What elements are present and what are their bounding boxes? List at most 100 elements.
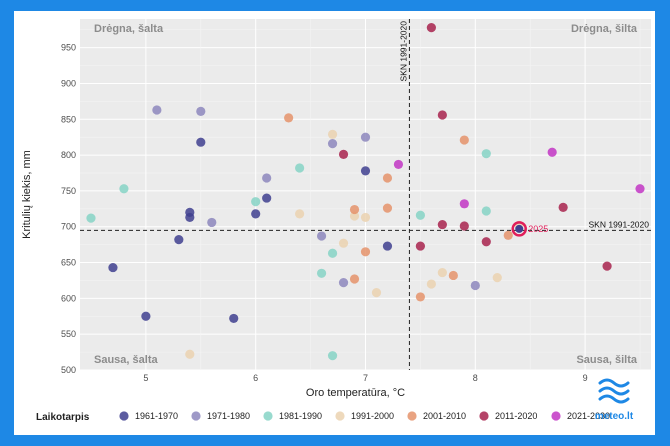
tick-labels: 500 550 600 650 700 750 800 850 900 950 5 6 7 8 9 <box>61 43 588 383</box>
data-point <box>426 279 436 289</box>
data-point <box>360 132 371 142</box>
legend-swatch <box>479 411 489 421</box>
data-point <box>185 349 195 359</box>
y-tick-label: 800 <box>61 150 76 160</box>
vertical-reference-label: SKN 1991-2020 <box>398 21 408 82</box>
grid-lines <box>80 19 651 371</box>
quadrant-label-bottom-right: Sausa, šilta <box>576 354 637 366</box>
data-point <box>338 149 349 159</box>
logo-wave-icon <box>598 394 630 404</box>
data-point <box>382 241 393 251</box>
data-point <box>448 270 458 281</box>
data-point <box>316 231 327 241</box>
data-point <box>415 210 426 220</box>
data-point <box>426 22 436 33</box>
data-point <box>327 139 338 149</box>
legend-entry: 1961-1970 <box>135 411 178 421</box>
meteo-logo: meteo.lt <box>595 378 634 422</box>
x-tick-label: 6 <box>253 373 258 383</box>
logo-wave-icon <box>598 386 630 396</box>
quadrant-labels: Drėgna, šalta Drėgna, šilta Sausa, šalta Sa… <box>94 23 638 366</box>
data-point <box>437 110 447 120</box>
quadrant-label-top-right: Drėgna, šilta <box>571 23 638 35</box>
data-point <box>108 262 118 273</box>
legend-swatch <box>407 411 417 421</box>
data-point <box>470 280 480 291</box>
data-point <box>152 105 162 115</box>
data-point <box>481 206 491 216</box>
highlight-ring <box>511 221 527 237</box>
data-point <box>635 184 645 194</box>
axis-titles: Oro temperatūra, °C Kritulių kiekis, mm <box>21 150 405 399</box>
data-point <box>349 204 360 215</box>
data-point <box>547 147 557 157</box>
legend-entry: 1971-1980 <box>207 411 250 421</box>
legend-swatch <box>551 411 561 421</box>
data-point <box>459 221 469 231</box>
highlight-label: 2025 <box>528 224 548 234</box>
data-point <box>207 217 217 228</box>
data-point <box>437 219 447 230</box>
x-tick-label: 5 <box>143 373 148 383</box>
y-tick-label: 700 <box>61 222 76 232</box>
y-tick-label: 850 <box>61 114 76 124</box>
x-tick-label: 9 <box>583 373 588 383</box>
x-tick-label: 8 <box>473 373 478 383</box>
data-point <box>86 213 96 223</box>
highlight-point <box>515 224 524 233</box>
data-point <box>459 135 469 145</box>
data-point <box>503 230 513 240</box>
data-point <box>295 163 305 173</box>
data-point <box>251 197 261 207</box>
data-point <box>185 212 195 223</box>
logo-wave-icon <box>598 378 630 388</box>
y-tick-label: 500 <box>61 365 76 375</box>
y-tick-label: 900 <box>61 78 76 88</box>
y-tick-label: 750 <box>61 186 76 196</box>
data-point <box>481 149 491 159</box>
data-point <box>360 247 371 257</box>
data-point <box>141 311 151 321</box>
y-tick-label: 650 <box>61 258 76 268</box>
data-point <box>360 212 371 223</box>
data-point <box>262 173 272 183</box>
data-point <box>437 267 447 278</box>
scatter-chart: Drėgna, šalta Drėgna, šilta Sausa, šalta Sa… <box>21 19 651 423</box>
legend-entry: 2011-2020 <box>495 411 537 421</box>
data-point <box>492 272 502 283</box>
data-point <box>119 184 129 194</box>
data-point <box>229 313 239 324</box>
legend-title: Laikotarpis <box>36 412 90 423</box>
legend-swatch <box>119 411 129 421</box>
logo-text: meteo.lt <box>595 411 634 422</box>
data-point <box>316 268 327 278</box>
x-tick-label: 7 <box>363 373 368 383</box>
legend-entry: 2001-2010 <box>423 411 466 421</box>
chart-card: Drėgna, šalta Drėgna, šilta Sausa, šalta Sa… <box>14 11 655 435</box>
x-axis-title: Oro temperatūra, °C <box>306 387 405 399</box>
y-tick-label: 600 <box>61 293 76 303</box>
data-point <box>196 137 206 147</box>
data-point <box>327 248 338 258</box>
data-point <box>284 113 294 123</box>
data-point <box>349 211 360 221</box>
legend: Laikotarpis 1961-1970 1971-1980 1981-1990 19… <box>36 411 610 423</box>
data-point <box>481 237 491 247</box>
horizontal-reference-label: SKN 1991-2020 <box>589 219 650 229</box>
legend-entry: 2021-2030 <box>567 411 610 421</box>
data-point <box>349 274 360 284</box>
data-point <box>174 235 184 245</box>
quadrant-label-top-left: Drėgna, šalta <box>94 23 164 35</box>
reference-lines: SKN 1991-2020 SKN 1991-2020 <box>80 19 651 370</box>
data-point <box>327 129 338 139</box>
y-tick-label: 950 <box>61 43 76 53</box>
data-points: 2025 <box>86 22 645 361</box>
data-point <box>415 241 426 251</box>
data-point <box>338 278 349 288</box>
data-point <box>371 288 382 298</box>
y-axis-title: Kritulių kiekis, mm <box>21 150 33 239</box>
data-point <box>196 106 206 117</box>
data-point <box>382 173 393 183</box>
data-point <box>338 238 349 248</box>
data-point <box>262 193 272 203</box>
